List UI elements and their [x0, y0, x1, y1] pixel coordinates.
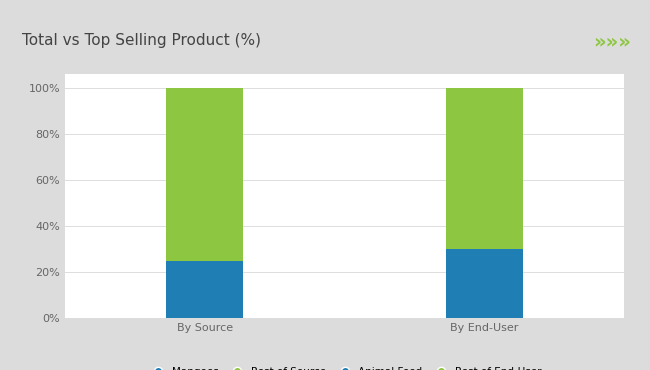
Bar	[166, 260, 243, 318]
Text: »»»: »»»	[593, 33, 630, 51]
Bar	[446, 88, 523, 249]
Text: Total vs Top Selling Product (%): Total vs Top Selling Product (%)	[22, 33, 261, 47]
Legend: Mangoes, Rest of Source, Animal Feed, Rest of End-User: Mangoes, Rest of Source, Animal Feed, Re…	[144, 363, 545, 370]
Bar	[446, 249, 523, 318]
Bar	[166, 88, 243, 260]
